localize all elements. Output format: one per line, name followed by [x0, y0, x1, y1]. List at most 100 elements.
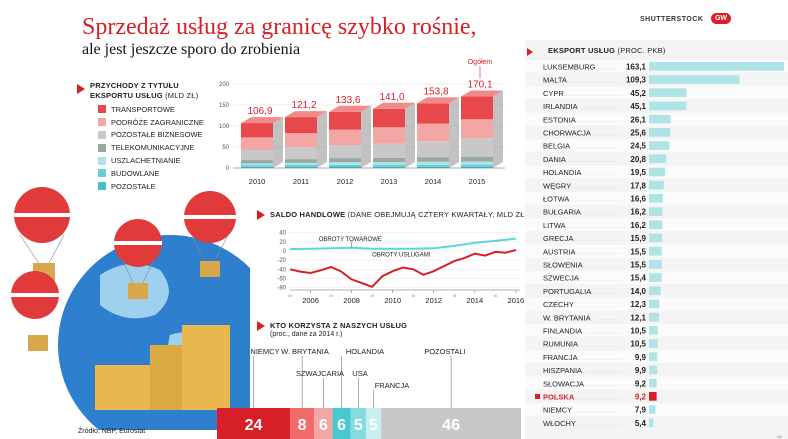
share-value: 5	[369, 417, 378, 434]
country-label: CHORWACJA	[543, 129, 591, 138]
bar-segment	[373, 127, 405, 144]
value-label: 16,2	[630, 208, 646, 217]
export-bar	[649, 141, 670, 150]
export-bar	[649, 392, 657, 401]
bar-top	[285, 111, 327, 118]
export-note: (proc. PKB)	[617, 46, 666, 55]
value-label: 15,4	[630, 274, 646, 283]
x-tick-label: 2013	[381, 177, 398, 186]
who-chart: 24 NIEMCY 8 W. BRYTANIA 6 SZWAJCARIA 6 HOLANDIA…	[217, 347, 521, 439]
export-bar	[649, 88, 687, 98]
country-label: PORTUGALIA	[543, 287, 591, 296]
share-value: 5	[354, 417, 363, 434]
x-tick-label: 2008	[343, 296, 360, 305]
revenue-title: Przychody z tytułu	[90, 81, 179, 90]
export-bar	[649, 220, 663, 230]
bar-segment	[285, 162, 317, 165]
x-tick-label: 2015	[469, 177, 486, 186]
bar-segment	[417, 103, 449, 124]
bar-top	[417, 97, 459, 104]
country-label: HOLANDIA	[543, 168, 581, 177]
value-label: 9,2	[635, 379, 647, 388]
value-label: 25,6	[630, 129, 646, 138]
legend-item: POZOSTAŁE BIZNESOWE	[98, 129, 204, 142]
share-segment	[365, 408, 382, 439]
who-note: (proc., dane za 2014 r.)	[270, 331, 343, 338]
country-label: GRECJA	[543, 234, 573, 243]
country-label: SŁOWENIA	[543, 261, 583, 270]
bar-segment	[461, 161, 493, 165]
bar-segment	[241, 165, 273, 167]
total-label: 106,9	[247, 106, 272, 117]
value-label: 45,1	[630, 102, 646, 111]
series-line	[289, 249, 517, 288]
share-value: 6	[337, 417, 346, 434]
legend-item: PODRÓŻE ZAGRANICZNE	[98, 116, 204, 129]
legend-item: TRANSPORTOWE	[98, 103, 204, 116]
country-label: LITWA	[543, 221, 566, 230]
x-tick-label: 2012	[425, 296, 442, 305]
bar-segment	[241, 137, 273, 150]
value-label: 7,9	[635, 406, 647, 415]
y-tick-label: -20	[277, 258, 286, 264]
y-tick-label: -80	[277, 286, 286, 292]
quarter-mark: III	[370, 293, 373, 298]
country-label: SZWAJCARIA	[296, 369, 344, 378]
country-label: FRANCJA	[375, 381, 410, 390]
legend-label: TELEKOMUNIKACYJNE	[111, 143, 195, 153]
y-tick-label: 50	[222, 145, 229, 151]
quarter-mark: III	[288, 293, 291, 298]
value-label: 9,9	[635, 366, 647, 375]
quarter-mark: III	[453, 293, 456, 298]
country-label: W. BRYTANIA	[281, 347, 329, 356]
country-label: FINLANDIA	[543, 327, 582, 336]
legend-label: TRANSPORTOWE	[111, 104, 175, 114]
country-label: CZECHY	[543, 300, 574, 309]
series-label-towary: OBROTY TOWAROWE	[319, 237, 382, 243]
bar-segment	[329, 111, 361, 130]
bar-segment	[461, 138, 493, 157]
country-label: DANIA	[543, 155, 566, 164]
bar-side	[361, 105, 371, 168]
export-bar	[649, 233, 663, 243]
legend-item: USZLACHETNIANIE	[98, 154, 204, 167]
bar-segment	[461, 166, 493, 168]
bar-segment	[417, 161, 449, 165]
bar-top	[461, 90, 503, 97]
value-label: 45,2	[630, 89, 646, 98]
country-label: HOLANDIA	[346, 347, 384, 356]
x-tick-label: 2012	[337, 177, 354, 186]
value-label: 24,5	[630, 142, 646, 151]
bar-segment	[417, 141, 449, 158]
share-segment	[217, 408, 290, 439]
bar-segment	[461, 119, 493, 139]
value-label: 163,1	[626, 63, 647, 72]
balance-chart: 40 20 0 -20 -40 -60 -80 2006 III 2008 III 2010 III 20…	[277, 231, 524, 305]
legend-item: POZOSTAŁE	[98, 180, 204, 193]
revenue-title-line1: Przychody z tytułu	[90, 81, 179, 90]
balloons-illustration	[11, 187, 250, 430]
export-bar	[649, 273, 662, 282]
page-title: Sprzedaż usług za granicę szybko rośnie,	[82, 14, 477, 40]
bar-segment	[241, 166, 273, 168]
export-bar	[649, 365, 658, 375]
bar-side	[405, 102, 415, 168]
y-tick-label: 0	[226, 166, 230, 172]
revenue-title-line2: eksportu usług	[90, 91, 163, 100]
bar-segment	[373, 157, 405, 163]
export-bar	[649, 167, 666, 177]
export-bar	[649, 326, 658, 335]
series-label-uslugi: OBROTY USŁUGAMI	[372, 252, 431, 258]
country-label: POLSKA	[543, 393, 575, 402]
x-tick-label: 2006	[302, 296, 319, 305]
x-tick-label: 2010	[384, 296, 401, 305]
quarter-mark: III	[412, 293, 415, 298]
balloon-4-icon	[11, 271, 59, 351]
export-bar	[649, 260, 662, 269]
quarter-mark: III	[494, 293, 497, 298]
bar-segment	[417, 166, 449, 168]
legend-swatch	[98, 130, 106, 139]
export-bar	[649, 405, 656, 414]
revenue-unit: (mld zł)	[165, 91, 199, 100]
bar-segment	[373, 162, 405, 165]
